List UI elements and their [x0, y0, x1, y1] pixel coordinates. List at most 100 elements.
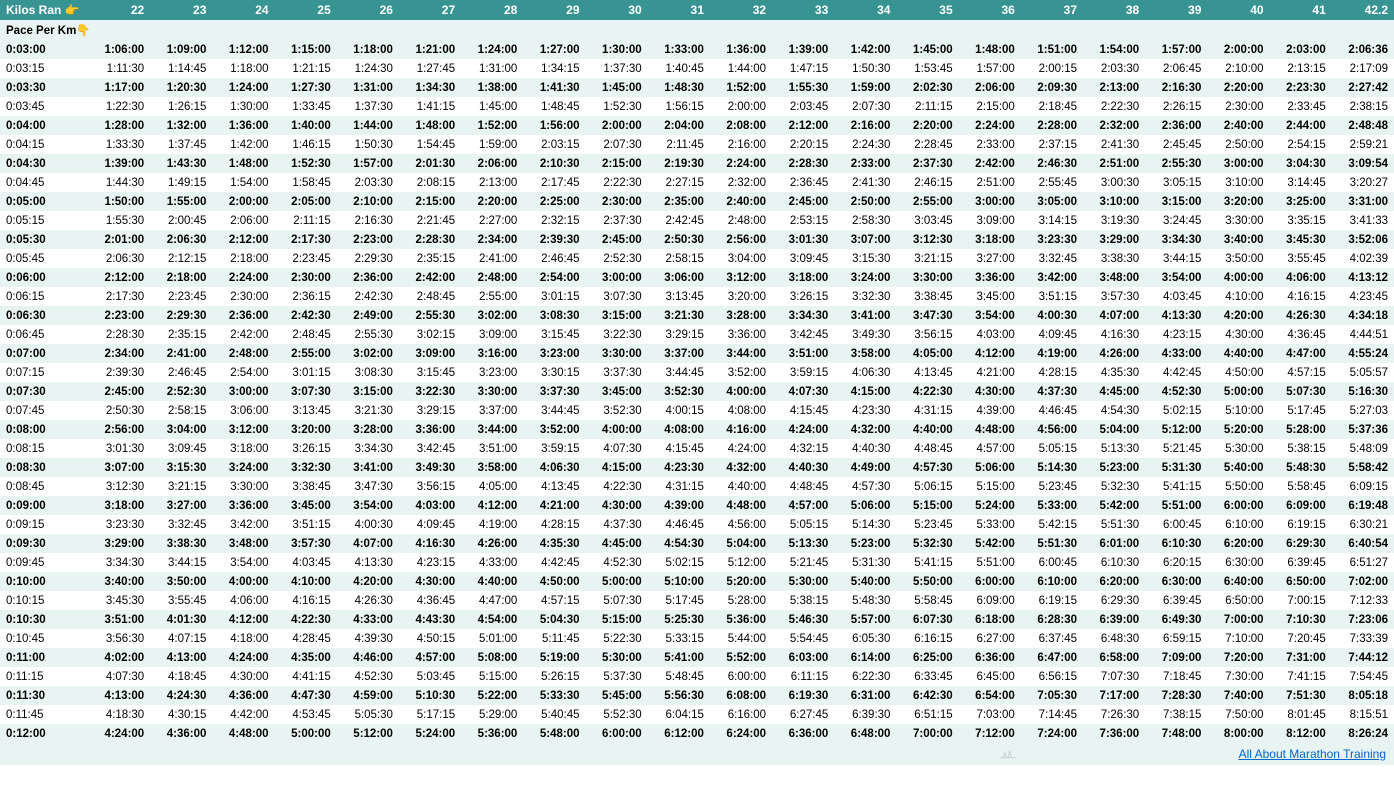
time-cell: 6:30:00: [1207, 553, 1269, 572]
time-cell: 5:19:00: [523, 648, 585, 667]
time-cell: 3:26:15: [275, 439, 337, 458]
time-cell: 2:01:30: [399, 154, 461, 173]
time-cell: 3:52:06: [1332, 230, 1394, 249]
time-cell: 3:28:00: [337, 420, 399, 439]
time-cell: 4:23:45: [1332, 287, 1394, 306]
time-cell: 6:50:00: [1207, 591, 1269, 610]
time-cell: 1:46:15: [275, 135, 337, 154]
time-cell: 5:21:45: [1145, 439, 1207, 458]
time-cell: 4:06:30: [834, 363, 896, 382]
time-cell: 6:40:00: [1207, 572, 1269, 591]
time-cell: 4:28:45: [275, 629, 337, 648]
time-cell: 3:41:00: [337, 458, 399, 477]
time-cell: 3:52:00: [710, 363, 772, 382]
time-cell: 4:24:00: [772, 420, 834, 439]
time-cell: 2:27:42: [1332, 78, 1394, 97]
time-cell: 2:11:15: [275, 211, 337, 230]
time-cell: 3:54:00: [1145, 268, 1207, 287]
time-cell: 4:26:30: [337, 591, 399, 610]
time-cell: 4:03:00: [399, 496, 461, 515]
time-cell: 6:22:30: [834, 667, 896, 686]
header-col: 24: [212, 0, 274, 20]
time-cell: 5:02:15: [648, 553, 710, 572]
time-cell: 3:30:00: [896, 268, 958, 287]
time-cell: 4:00:00: [586, 420, 648, 439]
table-row: 0:04:451:44:301:49:151:54:001:58:452:03:…: [0, 173, 1394, 192]
time-cell: 2:42:00: [959, 154, 1021, 173]
time-cell: 4:57:15: [523, 591, 585, 610]
time-cell: 1:59:00: [461, 135, 523, 154]
time-cell: 7:10:00: [1207, 629, 1269, 648]
time-cell: 5:05:30: [337, 705, 399, 724]
table-row: 0:04:151:33:301:37:451:42:001:46:151:50:…: [0, 135, 1394, 154]
time-cell: 2:00:00: [586, 116, 648, 135]
time-cell: 4:13:00: [88, 686, 150, 705]
time-cell: 2:27:00: [461, 211, 523, 230]
time-cell: 2:03:15: [523, 135, 585, 154]
time-cell: 2:55:30: [337, 325, 399, 344]
time-cell: 4:35:30: [523, 534, 585, 553]
time-cell: 4:13:00: [150, 648, 212, 667]
time-cell: 3:08:30: [523, 306, 585, 325]
time-cell: 5:28:00: [1270, 420, 1332, 439]
time-cell: 4:46:45: [1021, 401, 1083, 420]
header-row: Kilos Ran 👉 2223242526272829303132333435…: [0, 0, 1394, 20]
time-cell: 5:31:30: [1145, 458, 1207, 477]
pace-cell: 0:03:15: [0, 59, 88, 78]
time-cell: 3:07:30: [275, 382, 337, 401]
time-cell: 6:58:00: [1083, 648, 1145, 667]
table-row: 0:10:303:51:004:01:304:12:004:22:304:33:…: [0, 610, 1394, 629]
time-cell: 2:24:00: [959, 116, 1021, 135]
time-cell: 2:50:30: [88, 401, 150, 420]
time-cell: 1:36:00: [710, 40, 772, 59]
time-cell: 3:04:00: [710, 249, 772, 268]
time-cell: 1:48:00: [212, 154, 274, 173]
time-cell: 1:42:00: [212, 135, 274, 154]
time-cell: 2:00:00: [1207, 40, 1269, 59]
time-cell: 6:25:00: [896, 648, 958, 667]
time-cell: 3:14:45: [1270, 173, 1332, 192]
time-cell: 1:52:00: [461, 116, 523, 135]
time-cell: 2:40:00: [1207, 116, 1269, 135]
pace-cell: 0:04:45: [0, 173, 88, 192]
time-cell: 2:28:45: [896, 135, 958, 154]
time-cell: 7:09:00: [1145, 648, 1207, 667]
time-cell: 7:54:45: [1332, 667, 1394, 686]
time-cell: 4:07:00: [337, 534, 399, 553]
pace-cell: 0:05:45: [0, 249, 88, 268]
time-cell: 4:30:15: [150, 705, 212, 724]
time-cell: 4:26:00: [1083, 344, 1145, 363]
time-cell: 3:21:15: [896, 249, 958, 268]
time-cell: 6:00:00: [959, 572, 1021, 591]
time-cell: 3:58:00: [461, 458, 523, 477]
footer-link[interactable]: All About Marathon Training: [1239, 747, 1386, 761]
time-cell: 5:00:00: [586, 572, 648, 591]
time-cell: 7:33:39: [1332, 629, 1394, 648]
time-cell: 2:15:00: [586, 154, 648, 173]
time-cell: 3:19:30: [1083, 211, 1145, 230]
time-cell: 2:36:00: [1145, 116, 1207, 135]
time-cell: 4:03:45: [1145, 287, 1207, 306]
time-cell: 6:45:00: [959, 667, 1021, 686]
time-cell: 2:46:45: [150, 363, 212, 382]
time-cell: 4:12:00: [212, 610, 274, 629]
time-cell: 2:23:30: [1270, 78, 1332, 97]
time-cell: 2:12:00: [772, 116, 834, 135]
table-row: 0:06:302:23:002:29:302:36:002:42:302:49:…: [0, 306, 1394, 325]
time-cell: 5:33:30: [523, 686, 585, 705]
time-cell: 4:07:00: [1083, 306, 1145, 325]
time-cell: 4:30:00: [1207, 325, 1269, 344]
time-cell: 3:55:45: [1270, 249, 1332, 268]
pace-cell: 0:08:30: [0, 458, 88, 477]
time-cell: 4:10:00: [275, 572, 337, 591]
header-col: 26: [337, 0, 399, 20]
time-cell: 3:14:15: [1021, 211, 1083, 230]
time-cell: 2:22:30: [1083, 97, 1145, 116]
time-cell: 2:45:00: [88, 382, 150, 401]
time-cell: 5:41:15: [896, 553, 958, 572]
time-cell: 1:55:30: [772, 78, 834, 97]
time-cell: 4:50:15: [399, 629, 461, 648]
time-cell: 1:11:30: [88, 59, 150, 78]
time-cell: 4:13:45: [896, 363, 958, 382]
time-cell: 5:56:30: [648, 686, 710, 705]
